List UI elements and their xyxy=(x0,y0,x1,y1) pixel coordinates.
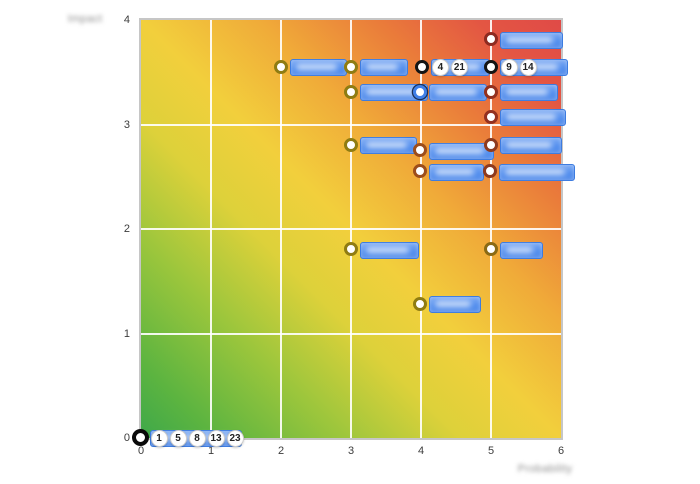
risk-id-badge[interactable]: 14 xyxy=(519,58,537,76)
redacted-label-text xyxy=(435,168,475,175)
risk-point[interactable] xyxy=(343,137,358,152)
redacted-label-text xyxy=(506,114,556,121)
risk-label[interactable] xyxy=(429,142,495,160)
risk-point[interactable] xyxy=(132,429,149,446)
redacted-label-text xyxy=(506,246,533,253)
risk-id-badge[interactable]: 5 xyxy=(169,429,187,447)
redacted-label-text xyxy=(435,89,478,96)
gridline-horizontal xyxy=(141,332,561,335)
risk-point[interactable] xyxy=(273,59,288,74)
redacted-label-text xyxy=(296,64,337,71)
y-tick-label: 3 xyxy=(123,118,130,131)
risk-label[interactable] xyxy=(500,84,558,102)
risk-point[interactable] xyxy=(412,143,427,158)
risk-label[interactable] xyxy=(360,84,428,102)
risk-label[interactable] xyxy=(429,296,482,314)
x-tick-label: 0 xyxy=(137,445,145,457)
redacted-label-text xyxy=(506,142,552,149)
risk-id-badge[interactable]: 4 xyxy=(431,58,449,76)
risk-point[interactable] xyxy=(343,242,358,257)
risk-label[interactable] xyxy=(429,84,488,102)
risk-point[interactable] xyxy=(414,59,429,74)
redacted-label-text xyxy=(366,64,398,71)
risk-point[interactable] xyxy=(482,164,497,179)
x-tick-label: 2 xyxy=(277,445,285,457)
risk-id-badge[interactable]: 1 xyxy=(150,429,168,447)
risk-id-badge[interactable]: 23 xyxy=(226,429,244,447)
x-tick-label: 3 xyxy=(347,445,355,457)
risk-point[interactable] xyxy=(483,109,498,124)
risk-point[interactable] xyxy=(483,59,498,74)
risk-label[interactable] xyxy=(500,137,562,155)
risk-point[interactable] xyxy=(483,32,498,47)
risk-label[interactable] xyxy=(429,163,485,181)
y-tick-label: 0 xyxy=(123,432,130,444)
plot-area: 1 5 8 13 23 4 21 9 14 xyxy=(132,18,576,447)
risk-point[interactable] xyxy=(343,59,358,74)
redacted-label-text xyxy=(506,36,553,43)
risk-point[interactable] xyxy=(483,137,498,152)
x-axis-title: Probability xyxy=(517,463,573,475)
risk-label[interactable] xyxy=(360,59,408,77)
risk-label[interactable] xyxy=(500,241,543,259)
redacted-label-text xyxy=(505,168,566,175)
risk-label[interactable] xyxy=(500,109,566,127)
risk-point[interactable] xyxy=(412,84,427,99)
risk-point[interactable] xyxy=(343,84,358,99)
y-tick-label: 2 xyxy=(123,223,130,235)
risk-id-badge[interactable]: 13 xyxy=(207,429,225,447)
risk-point[interactable] xyxy=(412,164,427,179)
x-tick-label: 4 xyxy=(417,445,425,457)
risk-label[interactable] xyxy=(500,31,563,49)
x-tick-label: 6 xyxy=(557,445,565,457)
gridline-horizontal xyxy=(141,228,561,230)
gridline-horizontal xyxy=(141,123,561,126)
redacted-label-text xyxy=(435,147,485,154)
y-axis-title: Impact xyxy=(67,13,103,25)
risk-label[interactable] xyxy=(360,137,417,155)
redacted-label-text xyxy=(506,89,548,96)
x-tick-label: 5 xyxy=(487,445,495,457)
redacted-label-text xyxy=(366,142,407,149)
risk-label[interactable] xyxy=(290,59,347,77)
risk-id-badge[interactable]: 9 xyxy=(500,58,518,76)
y-tick-label: 4 xyxy=(123,14,130,26)
risk-id-badge[interactable]: 21 xyxy=(450,58,468,76)
x-tick-label: 1 xyxy=(207,445,215,457)
risk-id-badge[interactable]: 8 xyxy=(188,429,206,447)
y-tick-label: 1 xyxy=(123,327,130,340)
redacted-label-text xyxy=(435,301,472,308)
risk-point[interactable] xyxy=(483,242,498,257)
risk-label[interactable] xyxy=(360,241,419,259)
redacted-label-text xyxy=(366,246,409,253)
risk-point[interactable] xyxy=(483,84,498,99)
redacted-label-text xyxy=(366,89,418,96)
risk-point[interactable] xyxy=(412,296,427,311)
risk-label[interactable] xyxy=(499,163,576,181)
